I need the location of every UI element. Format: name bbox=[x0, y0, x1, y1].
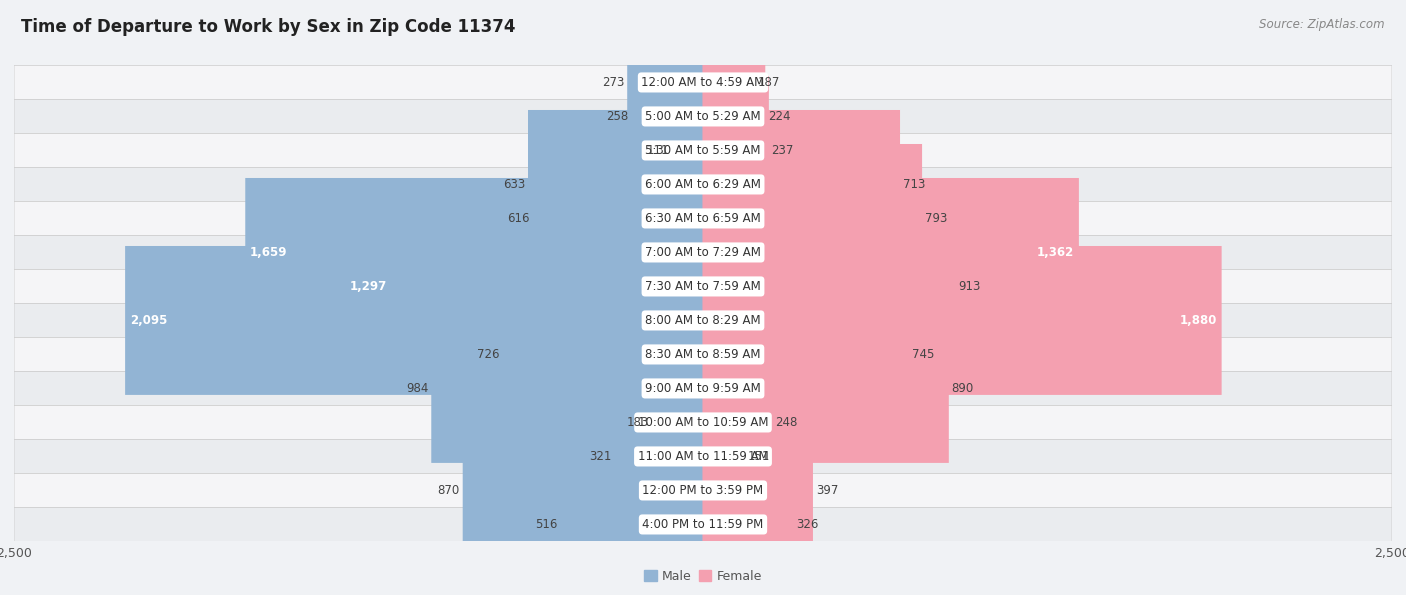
FancyBboxPatch shape bbox=[703, 416, 813, 565]
Text: 111: 111 bbox=[647, 144, 669, 157]
Text: Time of Departure to Work by Sex in Zip Code 11374: Time of Departure to Work by Sex in Zip … bbox=[21, 18, 516, 36]
Text: 633: 633 bbox=[503, 178, 526, 191]
Text: 1,659: 1,659 bbox=[250, 246, 287, 259]
FancyBboxPatch shape bbox=[703, 450, 793, 595]
FancyBboxPatch shape bbox=[652, 348, 703, 497]
FancyBboxPatch shape bbox=[14, 270, 1392, 303]
Text: 6:00 AM to 6:29 AM: 6:00 AM to 6:29 AM bbox=[645, 178, 761, 191]
FancyBboxPatch shape bbox=[14, 440, 1392, 474]
Text: 258: 258 bbox=[606, 110, 628, 123]
FancyBboxPatch shape bbox=[703, 280, 908, 429]
Text: 321: 321 bbox=[589, 450, 612, 463]
Legend: Male, Female: Male, Female bbox=[644, 570, 762, 583]
FancyBboxPatch shape bbox=[14, 508, 1392, 541]
Text: 5:30 AM to 5:59 AM: 5:30 AM to 5:59 AM bbox=[645, 144, 761, 157]
Text: 237: 237 bbox=[772, 144, 794, 157]
Text: 5:00 AM to 5:29 AM: 5:00 AM to 5:29 AM bbox=[645, 110, 761, 123]
FancyBboxPatch shape bbox=[703, 348, 772, 497]
FancyBboxPatch shape bbox=[245, 178, 703, 327]
Text: 12:00 AM to 4:59 AM: 12:00 AM to 4:59 AM bbox=[641, 76, 765, 89]
Text: 326: 326 bbox=[796, 518, 818, 531]
FancyBboxPatch shape bbox=[432, 314, 703, 463]
Text: 913: 913 bbox=[957, 280, 980, 293]
FancyBboxPatch shape bbox=[672, 76, 703, 225]
Text: 793: 793 bbox=[925, 212, 948, 225]
Text: 187: 187 bbox=[758, 76, 780, 89]
Text: 183: 183 bbox=[627, 416, 650, 429]
Text: 745: 745 bbox=[911, 348, 934, 361]
FancyBboxPatch shape bbox=[703, 110, 900, 259]
FancyBboxPatch shape bbox=[14, 202, 1392, 236]
FancyBboxPatch shape bbox=[529, 110, 703, 259]
Text: 248: 248 bbox=[775, 416, 797, 429]
FancyBboxPatch shape bbox=[703, 382, 745, 531]
Text: 7:30 AM to 7:59 AM: 7:30 AM to 7:59 AM bbox=[645, 280, 761, 293]
Text: 9:00 AM to 9:59 AM: 9:00 AM to 9:59 AM bbox=[645, 382, 761, 395]
Text: 726: 726 bbox=[477, 348, 499, 361]
FancyBboxPatch shape bbox=[125, 246, 703, 395]
FancyBboxPatch shape bbox=[14, 236, 1392, 270]
FancyBboxPatch shape bbox=[502, 280, 703, 429]
FancyBboxPatch shape bbox=[560, 450, 703, 595]
Text: 6:30 AM to 6:59 AM: 6:30 AM to 6:59 AM bbox=[645, 212, 761, 225]
FancyBboxPatch shape bbox=[14, 474, 1392, 508]
FancyBboxPatch shape bbox=[703, 178, 1078, 327]
Text: 1,880: 1,880 bbox=[1180, 314, 1218, 327]
Text: 273: 273 bbox=[602, 76, 624, 89]
FancyBboxPatch shape bbox=[533, 144, 703, 293]
Text: 984: 984 bbox=[406, 382, 429, 395]
Text: 4:00 PM to 11:59 PM: 4:00 PM to 11:59 PM bbox=[643, 518, 763, 531]
Text: 10:00 AM to 10:59 AM: 10:00 AM to 10:59 AM bbox=[638, 416, 768, 429]
Text: 890: 890 bbox=[952, 382, 974, 395]
FancyBboxPatch shape bbox=[14, 167, 1392, 202]
Text: 8:00 AM to 8:29 AM: 8:00 AM to 8:29 AM bbox=[645, 314, 761, 327]
FancyBboxPatch shape bbox=[14, 303, 1392, 337]
FancyBboxPatch shape bbox=[14, 371, 1392, 405]
FancyBboxPatch shape bbox=[703, 144, 922, 293]
Text: 12:00 PM to 3:59 PM: 12:00 PM to 3:59 PM bbox=[643, 484, 763, 497]
Text: 516: 516 bbox=[536, 518, 558, 531]
FancyBboxPatch shape bbox=[14, 65, 1392, 99]
Text: 11:00 AM to 11:59 AM: 11:00 AM to 11:59 AM bbox=[638, 450, 768, 463]
FancyBboxPatch shape bbox=[627, 8, 703, 157]
FancyBboxPatch shape bbox=[14, 133, 1392, 167]
FancyBboxPatch shape bbox=[703, 42, 765, 191]
Text: Source: ZipAtlas.com: Source: ZipAtlas.com bbox=[1260, 18, 1385, 31]
FancyBboxPatch shape bbox=[614, 382, 703, 531]
Text: 7:00 AM to 7:29 AM: 7:00 AM to 7:29 AM bbox=[645, 246, 761, 259]
Text: 1,297: 1,297 bbox=[350, 280, 387, 293]
FancyBboxPatch shape bbox=[703, 212, 955, 361]
FancyBboxPatch shape bbox=[631, 42, 703, 191]
FancyBboxPatch shape bbox=[344, 212, 703, 361]
Text: 8:30 AM to 8:59 AM: 8:30 AM to 8:59 AM bbox=[645, 348, 761, 361]
FancyBboxPatch shape bbox=[703, 314, 949, 463]
Text: 713: 713 bbox=[903, 178, 925, 191]
FancyBboxPatch shape bbox=[703, 8, 755, 157]
Text: 224: 224 bbox=[768, 110, 790, 123]
FancyBboxPatch shape bbox=[463, 416, 703, 565]
Text: 870: 870 bbox=[437, 484, 460, 497]
Text: 1,362: 1,362 bbox=[1038, 246, 1074, 259]
FancyBboxPatch shape bbox=[703, 76, 769, 225]
Text: 616: 616 bbox=[508, 212, 530, 225]
Text: 2,095: 2,095 bbox=[129, 314, 167, 327]
FancyBboxPatch shape bbox=[14, 405, 1392, 440]
FancyBboxPatch shape bbox=[14, 337, 1392, 371]
FancyBboxPatch shape bbox=[703, 246, 1222, 395]
Text: 397: 397 bbox=[815, 484, 838, 497]
FancyBboxPatch shape bbox=[14, 99, 1392, 133]
Text: 151: 151 bbox=[748, 450, 770, 463]
